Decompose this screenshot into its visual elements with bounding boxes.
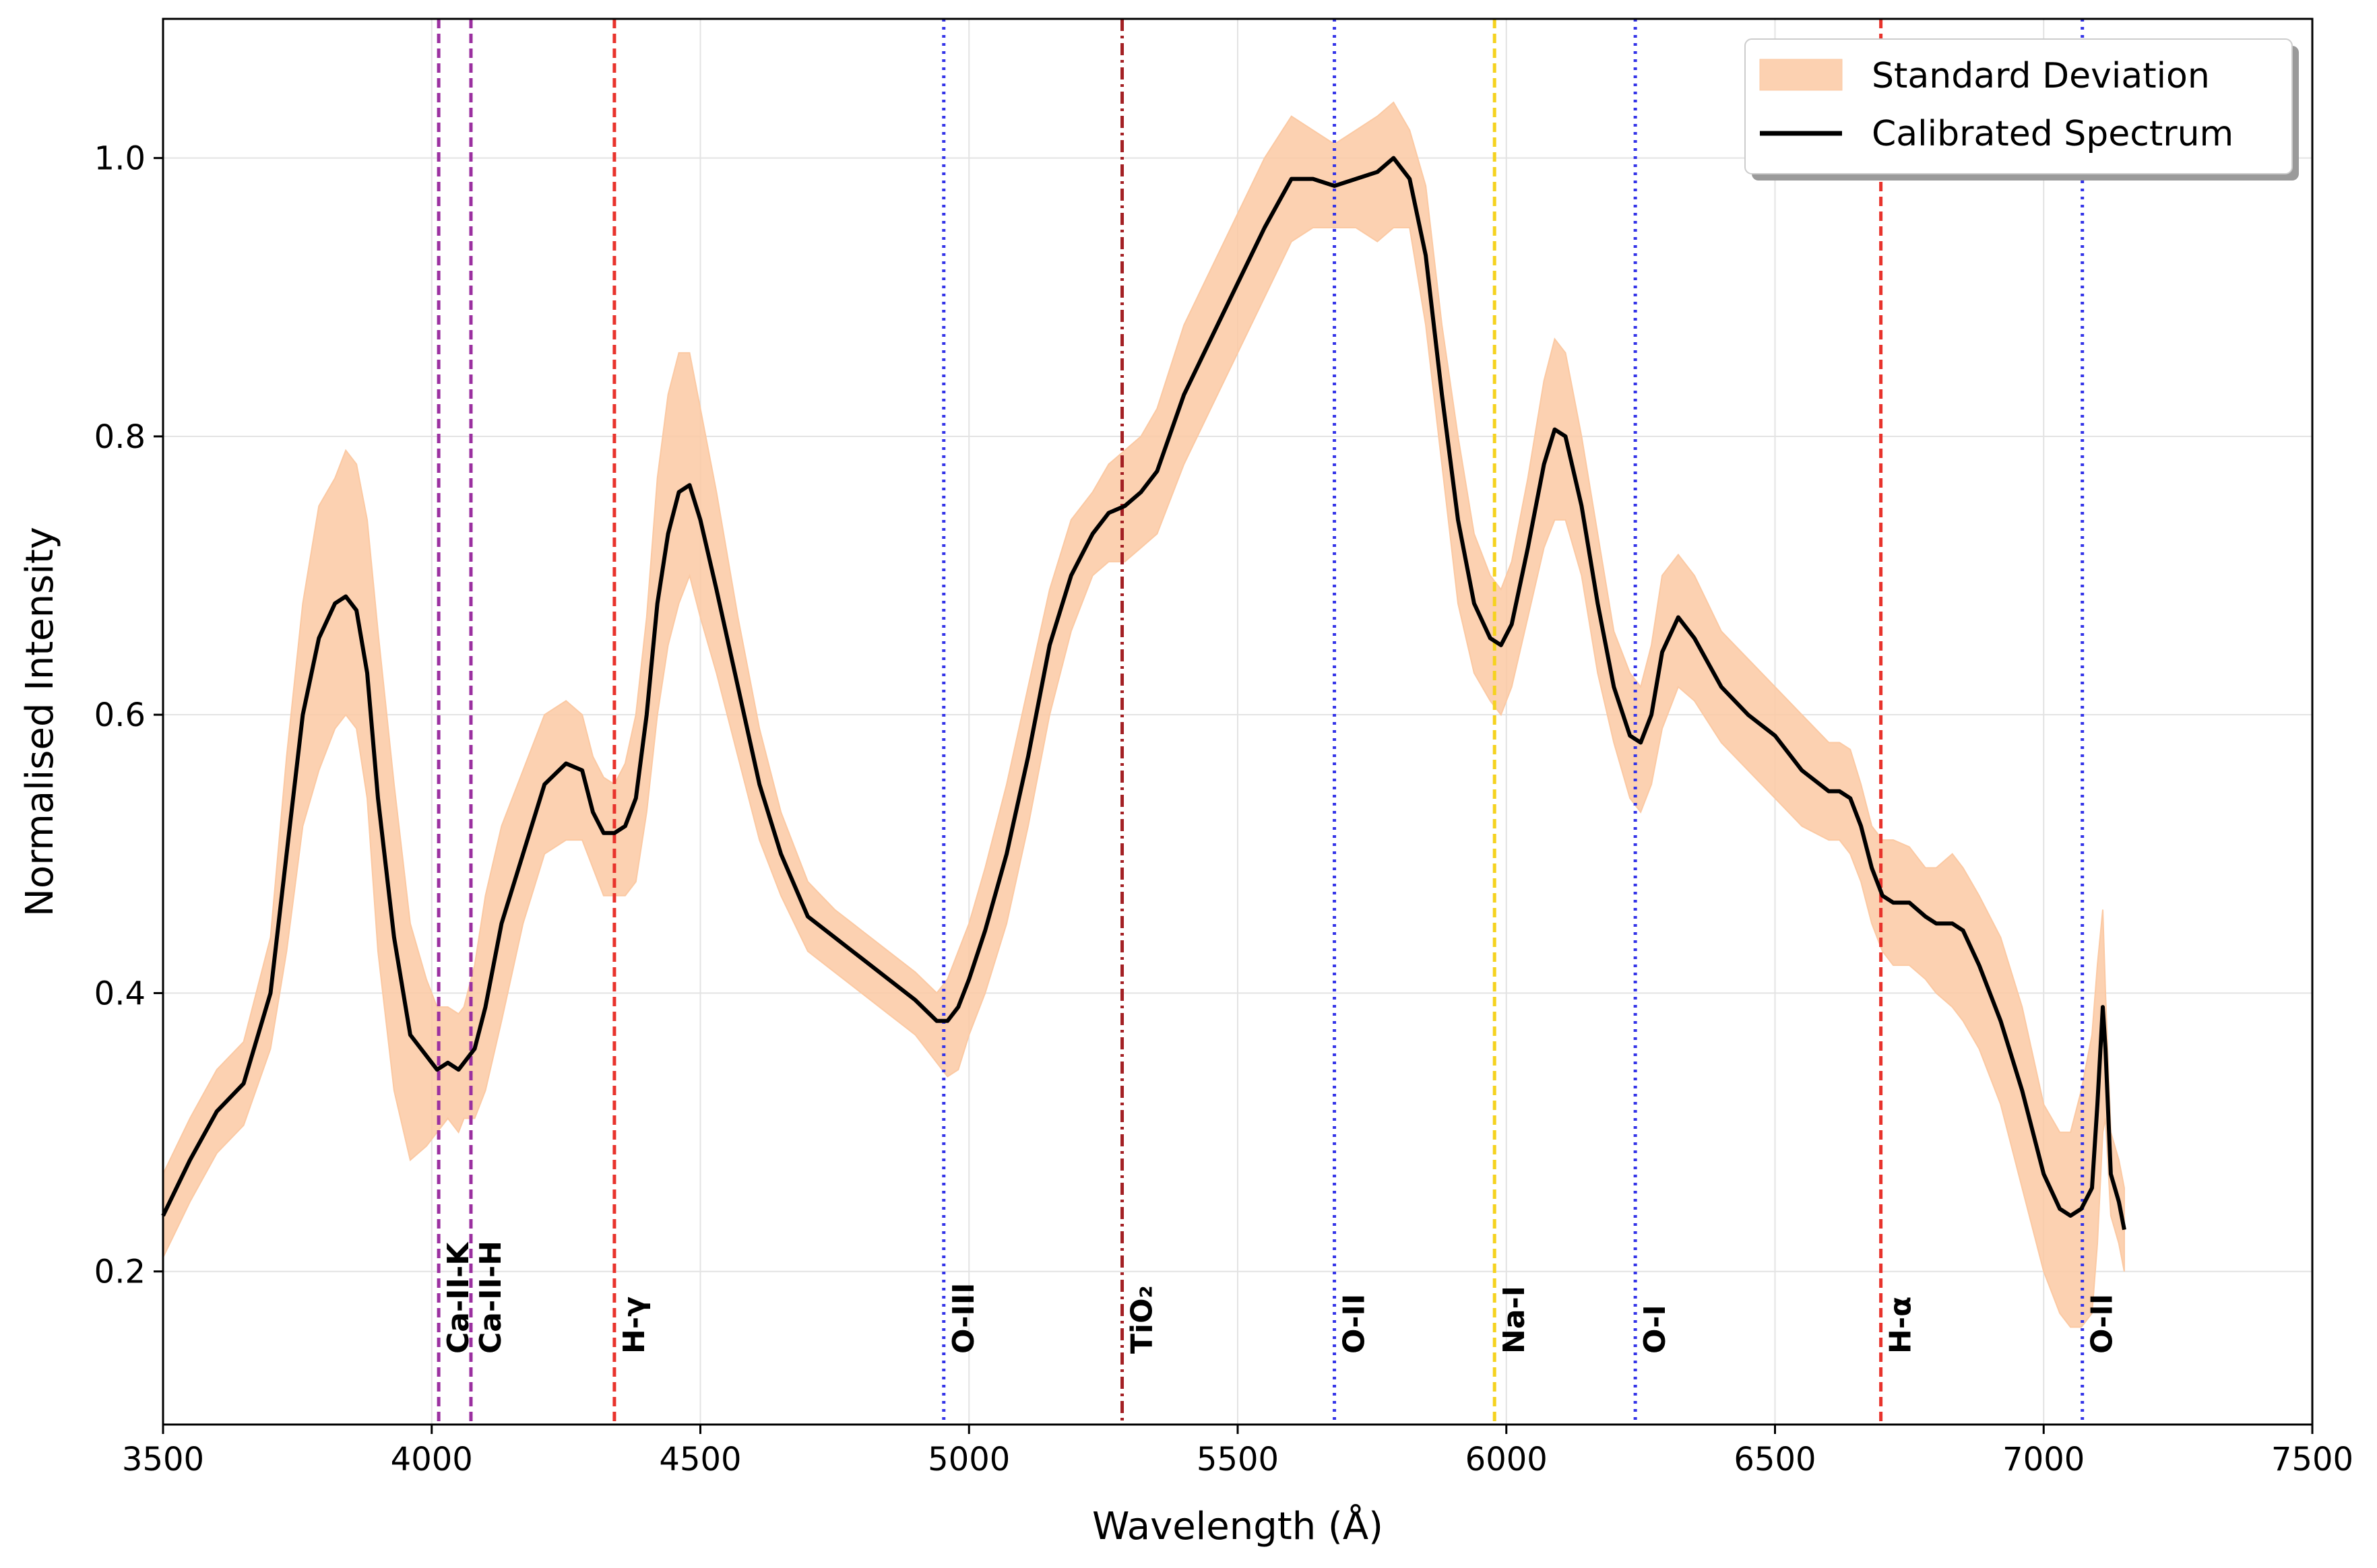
ref-line-h-label: H-α (1884, 1297, 1918, 1354)
x-tick-label: 5500 (1197, 1441, 1279, 1478)
spectrum-line-layer (161, 156, 2126, 1231)
legend-label-spectrum: Calibrated Spectrum (1872, 114, 2233, 154)
x-tick-label: 6000 (1465, 1441, 1548, 1478)
ref-line-h-label: H-γ (617, 1297, 652, 1354)
ref-line-o-ii-label: O-II (2085, 1294, 2120, 1354)
reference-line-labels: Ca-II-KCa-II-H H-γ O-III TiO₂ O-II Na-I O-I H-α… (441, 1241, 2120, 1354)
y-axis-ticks: 0.2 0.4 0.6 0.8 1.0 (94, 140, 163, 1291)
ref-line-o-i-label: O-I (1638, 1305, 1672, 1354)
std-band-layer (162, 101, 2125, 1328)
y-tick-label: 0.2 (94, 1253, 146, 1291)
x-tick-label: 4000 (391, 1441, 473, 1478)
y-tick-label: 1.0 (94, 140, 146, 178)
x-tick-label: 5000 (928, 1441, 1010, 1478)
x-tick-label: 6500 (1734, 1441, 1816, 1478)
ref-line-ca-ii-k-label: Ca-II-K (441, 1241, 476, 1354)
y-tick-label: 0.4 (94, 975, 146, 1012)
ref-line-na-i-label: Na-I (1497, 1286, 1531, 1354)
legend-swatch-std (1759, 59, 1843, 91)
ref-line-ca-ii-h-label: Ca-II-H (474, 1241, 508, 1354)
ref-line-o-ii-label: O-II (1337, 1294, 1372, 1354)
std-deviation-band (162, 101, 2125, 1328)
legend: Standard Deviation Calibrated Spectrum (1744, 38, 2299, 181)
ref-line-tio-label: TiO₂ (1125, 1285, 1160, 1354)
reference-lines (437, 19, 2085, 1425)
x-tick-label: 4500 (659, 1441, 741, 1478)
y-tick-label: 0.6 (94, 696, 146, 734)
y-axis-title: Normalised Intensity (18, 527, 62, 917)
calibrated-spectrum-line (161, 156, 2126, 1231)
legend-label-std: Standard Deviation (1872, 56, 2210, 96)
x-axis-ticks: 3500 4000 4500 5000 5500 6000 6500 7000 7500 (122, 1425, 2353, 1478)
x-tick-label: 7000 (2002, 1441, 2085, 1478)
legend-box (1744, 38, 2293, 174)
x-axis-title: Wavelength (Å) (1092, 1504, 1383, 1548)
x-tick-label: 7500 (2271, 1441, 2353, 1478)
x-tick-label: 3500 (122, 1441, 204, 1478)
ref-line-o-iii-label: O-III (947, 1282, 981, 1354)
y-tick-label: 0.8 (94, 418, 146, 456)
